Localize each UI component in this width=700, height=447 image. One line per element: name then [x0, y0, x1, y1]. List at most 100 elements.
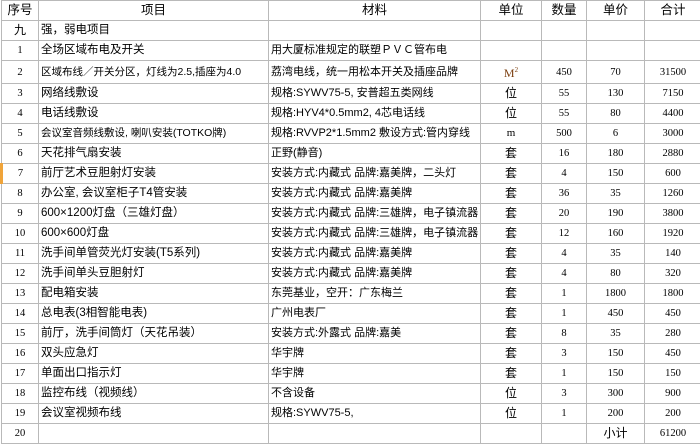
column-header-seq[interactable]: 序号	[1, 0, 39, 21]
row-item[interactable]: 会议室视频布线	[38, 403, 269, 424]
row-seq[interactable]: 16	[1, 343, 39, 364]
row-unit[interactable]: 套	[480, 283, 542, 304]
row-qty[interactable]: 1	[541, 283, 587, 304]
row-material[interactable]: 荔湾电线，统一用松本开关及插座品牌	[268, 60, 481, 84]
row-qty[interactable]: 4	[541, 243, 587, 264]
section-title[interactable]: 强，弱电项目	[38, 20, 269, 41]
row-qty[interactable]: 500	[541, 123, 587, 144]
row-price[interactable]: 300	[586, 383, 645, 404]
row-seq[interactable]: 11	[1, 243, 39, 264]
row-total[interactable]: 3800	[644, 203, 700, 224]
row-unit[interactable]: 套	[480, 143, 542, 164]
row-price[interactable]: 180	[586, 143, 645, 164]
row-seq[interactable]: 4	[1, 103, 39, 124]
row-price[interactable]: 70	[586, 60, 645, 84]
row-qty[interactable]: 3	[541, 383, 587, 404]
row-qty[interactable]: 450	[541, 60, 587, 84]
row-item[interactable]: 洗手间单管荧光灯安装(T5系列)	[38, 243, 269, 264]
row-total[interactable]: 31500	[644, 60, 700, 84]
row-qty[interactable]: 12	[541, 223, 587, 244]
row-material[interactable]: 不含设备	[268, 383, 481, 404]
column-header-total[interactable]: 合计	[644, 0, 700, 21]
row-total[interactable]: 900	[644, 383, 700, 404]
row-total[interactable]: 450	[644, 303, 700, 324]
row-item[interactable]: 前厅艺术豆胆射灯安装	[38, 163, 269, 184]
row-item[interactable]: 监控布线（视频线）	[38, 383, 269, 404]
row-seq[interactable]: 8	[1, 183, 39, 204]
row-material[interactable]: 正野(静音)	[268, 143, 481, 164]
row-seq[interactable]: 5	[1, 123, 39, 144]
row-seq[interactable]: 10	[1, 223, 39, 244]
row-total[interactable]: 1260	[644, 183, 700, 204]
row-material[interactable]: 华宇牌	[268, 363, 481, 384]
row-qty[interactable]: 16	[541, 143, 587, 164]
row-qty[interactable]: 1	[541, 363, 587, 384]
row-price[interactable]: 130	[586, 83, 645, 104]
row-total[interactable]: 2880	[644, 143, 700, 164]
row-unit[interactable]: 位	[480, 403, 542, 424]
row-material[interactable]: 规格:HYV4*0.5mm2, 4芯电话线	[268, 103, 481, 124]
row-price[interactable]: 1800	[586, 283, 645, 304]
row-qty[interactable]: 55	[541, 103, 587, 124]
row-seq[interactable]: 19	[1, 403, 39, 424]
row-price[interactable]: 35	[586, 243, 645, 264]
row-material[interactable]: 安装方式:内藏式 品牌:嘉美牌，二头灯	[268, 163, 481, 184]
row-unit[interactable]: 套	[480, 183, 542, 204]
row-seq[interactable]: 7	[0, 163, 39, 184]
column-header-item[interactable]: 项目	[38, 0, 269, 21]
row-total[interactable]: 3000	[644, 123, 700, 144]
row-seq[interactable]: 20	[1, 423, 39, 444]
row-material[interactable]: 安装方式:内藏式 品牌:嘉美牌	[268, 243, 481, 264]
section-unit[interactable]	[480, 20, 542, 41]
row-item[interactable]: 600×600灯盘	[38, 223, 269, 244]
row-qty[interactable]: 3	[541, 343, 587, 364]
row-unit[interactable]: 套	[480, 323, 542, 344]
row-price[interactable]: 160	[586, 223, 645, 244]
row-item[interactable]	[38, 423, 269, 444]
row-unit[interactable]: 套	[480, 363, 542, 384]
row-unit[interactable]: 套	[480, 303, 542, 324]
row-unit[interactable]: M2	[480, 60, 542, 84]
row-price[interactable]: 450	[586, 303, 645, 324]
row-total[interactable]: 4400	[644, 103, 700, 124]
row-total[interactable]: 600	[644, 163, 700, 184]
row-unit[interactable]: 套	[480, 343, 542, 364]
row-item[interactable]: 600×1200灯盘（三雄灯盘）	[38, 203, 269, 224]
column-header-price[interactable]: 单价	[586, 0, 645, 21]
row-seq[interactable]: 17	[1, 363, 39, 384]
row-unit[interactable]: 套	[480, 163, 542, 184]
row-unit[interactable]: m	[480, 123, 542, 144]
row-seq[interactable]: 3	[1, 83, 39, 104]
row-material[interactable]: 规格:SYWV75-5,	[268, 403, 481, 424]
row-qty[interactable]: 8	[541, 323, 587, 344]
row-item[interactable]: 天花排气扇安装	[38, 143, 269, 164]
row-unit[interactable]: 套	[480, 223, 542, 244]
row-seq[interactable]: 1	[1, 40, 39, 61]
row-material[interactable]: 安装方式:内藏式 品牌:嘉美牌	[268, 183, 481, 204]
subtotal-value[interactable]: 61200	[644, 423, 700, 444]
column-header-material[interactable]: 材料	[268, 0, 481, 21]
row-unit[interactable]: 位	[480, 383, 542, 404]
row-total[interactable]	[644, 40, 700, 61]
row-item[interactable]: 区域布线／开关分区，灯线为2.5,插座为4.0	[38, 60, 269, 84]
row-item[interactable]: 总电表(3相智能电表)	[38, 303, 269, 324]
row-item[interactable]: 前厅，洗手间筒灯（天花吊装）	[38, 323, 269, 344]
row-qty[interactable]	[541, 40, 587, 61]
row-price[interactable]: 80	[586, 103, 645, 124]
row-material[interactable]: 广州电表厂	[268, 303, 481, 324]
row-material[interactable]: 华宇牌	[268, 343, 481, 364]
row-item[interactable]: 网络线敷设	[38, 83, 269, 104]
column-header-qty[interactable]: 数量	[541, 0, 587, 21]
column-header-unit[interactable]: 单位	[480, 0, 542, 21]
row-qty[interactable]	[541, 423, 587, 444]
row-material[interactable]: 安装方式:内藏式 品牌:三雄牌，电子镇流器	[268, 223, 481, 244]
row-material[interactable]	[268, 423, 481, 444]
row-unit[interactable]: 套	[480, 203, 542, 224]
row-seq[interactable]: 14	[1, 303, 39, 324]
row-price[interactable]: 80	[586, 263, 645, 284]
row-item[interactable]: 单面出口指示灯	[38, 363, 269, 384]
row-price[interactable]: 35	[586, 323, 645, 344]
row-total[interactable]: 280	[644, 323, 700, 344]
row-price[interactable]: 150	[586, 363, 645, 384]
row-price[interactable]: 6	[586, 123, 645, 144]
